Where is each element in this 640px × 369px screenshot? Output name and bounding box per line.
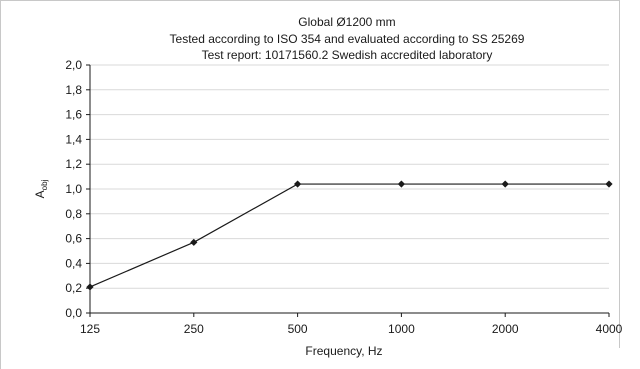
y-tick-label: 0,8 bbox=[65, 207, 82, 221]
x-tick-label: 4000 bbox=[596, 322, 623, 336]
data-point-marker bbox=[294, 180, 302, 188]
data-point-marker bbox=[190, 238, 198, 246]
frame-border-left bbox=[0, 0, 1, 369]
y-axis-label-main: A bbox=[33, 190, 47, 198]
data-point-marker bbox=[86, 283, 94, 291]
y-axis-label-sub: obj bbox=[40, 179, 49, 190]
x-tick-labels: 125 250 500 1000 2000 4000 bbox=[80, 313, 623, 336]
y-tick-label: 0,6 bbox=[65, 232, 82, 246]
title-line-2: Tested according to ISO 354 and evaluate… bbox=[170, 32, 525, 46]
x-tick-label: 500 bbox=[288, 322, 308, 336]
y-tick-label: 1,4 bbox=[65, 132, 82, 146]
series bbox=[89, 183, 609, 288]
y-tick-label: 1,2 bbox=[65, 157, 82, 171]
x-tick-label: 2000 bbox=[492, 322, 519, 336]
title-line-1: Global Ø1200 mm bbox=[298, 15, 395, 29]
x-tick-label: 250 bbox=[184, 322, 204, 336]
series-line bbox=[89, 183, 609, 288]
title-line-3: Test report: 10171560.2 Swedish accredit… bbox=[202, 48, 493, 62]
data-point-marker bbox=[501, 180, 509, 188]
frame-border-top bbox=[0, 0, 619, 1]
y-axis-label: Aobj bbox=[33, 179, 49, 198]
x-axis-label: Frequency, Hz bbox=[305, 344, 382, 358]
y-tick-label: 1,6 bbox=[65, 108, 82, 122]
y-tick-label: 1,0 bbox=[65, 182, 82, 196]
data-points bbox=[86, 180, 613, 291]
data-point-marker bbox=[605, 180, 613, 188]
x-tick-label: 125 bbox=[80, 322, 100, 336]
y-tick-label: 0,2 bbox=[65, 281, 82, 295]
y-tick-label: 1,8 bbox=[65, 83, 82, 97]
grid-lines bbox=[90, 64, 609, 289]
x-tick-label: 1000 bbox=[388, 322, 415, 336]
chart-title: Global Ø1200 mm Tested according to ISO … bbox=[170, 15, 525, 62]
y-tick-labels: 0,0 0,2 0,4 0,6 0,8 1,0 1,2 1,4 1,6 1,8 2,0 bbox=[65, 58, 90, 320]
frame-border-right bbox=[619, 0, 620, 348]
y-tick-label: 2,0 bbox=[65, 58, 82, 72]
data-point-marker bbox=[397, 180, 405, 188]
y-tick-label: 0,0 bbox=[65, 306, 82, 320]
y-tick-label: 0,4 bbox=[65, 256, 82, 270]
